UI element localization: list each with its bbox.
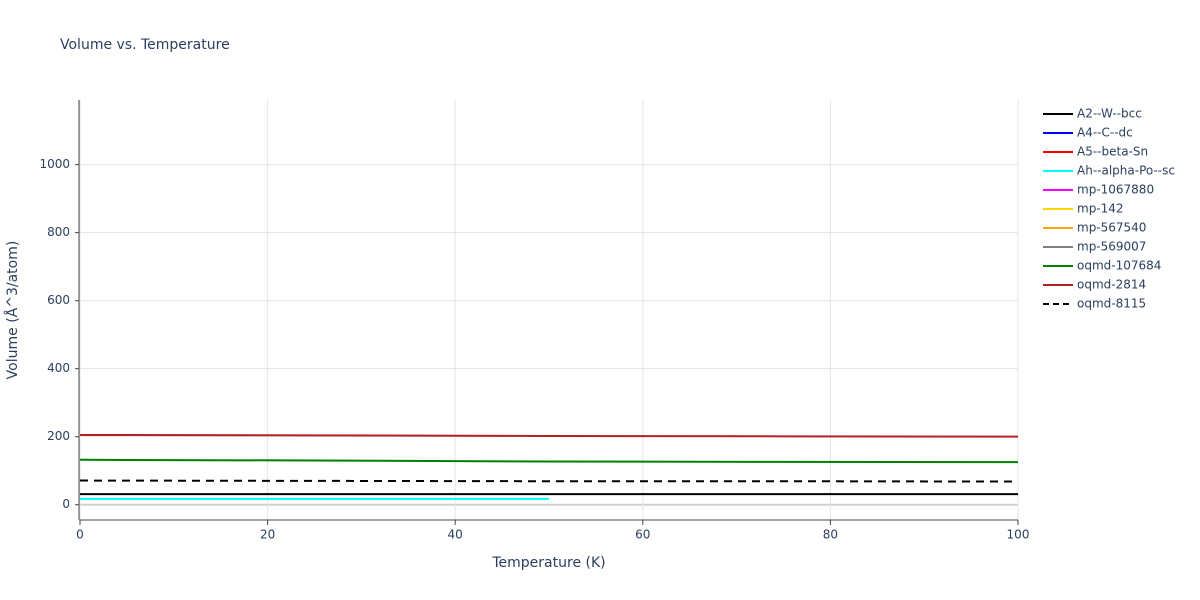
x-tick-label: 20: [260, 528, 275, 542]
legend-label: mp-1067880: [1077, 183, 1154, 197]
y-tick-label: 1000: [39, 157, 70, 171]
series-line: [79, 458, 1019, 464]
legend-label: A5--beta-Sn: [1077, 145, 1148, 159]
legend-label: mp-567540: [1077, 221, 1146, 235]
series-line: [79, 433, 1019, 438]
legend-label: Ah--alpha-Po--sc: [1077, 164, 1175, 178]
legend-label: oqmd-8115: [1077, 297, 1146, 311]
legend-label: oqmd-107684: [1077, 259, 1161, 273]
series-line: [79, 479, 1019, 483]
y-tick-label: 400: [47, 361, 70, 375]
y-tick-label: 800: [47, 225, 70, 239]
legend-label: mp-569007: [1077, 240, 1146, 254]
x-tick-label: 40: [448, 528, 463, 542]
x-tick-label: 0: [76, 528, 84, 542]
y-tick-label: 600: [47, 293, 70, 307]
legend-label: oqmd-2814: [1077, 278, 1146, 292]
x-tick-label: 80: [823, 528, 838, 542]
chart-title: Volume vs. Temperature: [60, 37, 230, 53]
legend-label: mp-142: [1077, 202, 1124, 216]
legend-label: A4--C--dc: [1077, 126, 1133, 140]
y-tick-label: 200: [47, 429, 70, 443]
x-tick-label: 60: [635, 528, 650, 542]
y-tick-label: 0: [62, 497, 70, 511]
x-tick-label: 100: [1007, 528, 1030, 542]
x-axis-title: Temperature (K): [491, 555, 605, 571]
legend-label: A2--W--bcc: [1077, 107, 1142, 121]
y-axis-title: Volume (Å^3/atom): [4, 241, 21, 380]
